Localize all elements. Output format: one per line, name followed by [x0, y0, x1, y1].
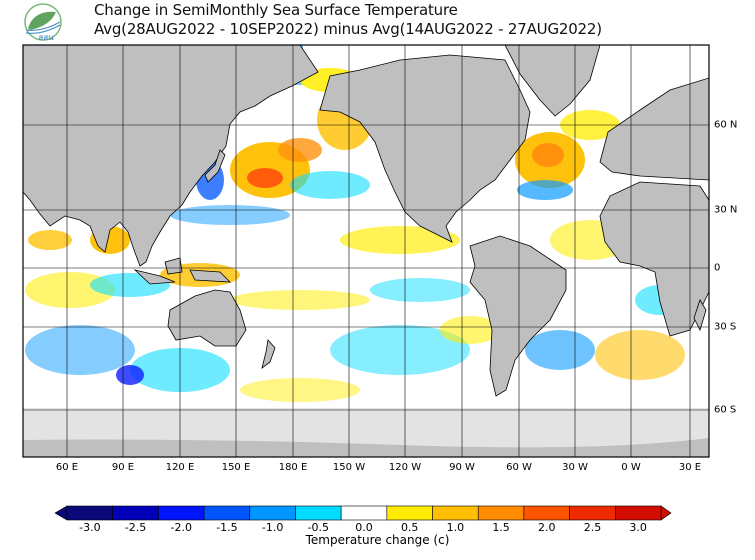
lat-label: 60 N	[714, 119, 738, 131]
colorbar-swatch	[386, 505, 433, 521]
colorbar-label: 1.5	[492, 521, 510, 534]
antarctica	[23, 438, 709, 457]
lon-label: 120 E	[165, 462, 195, 473]
colorbar-swatch	[615, 505, 662, 521]
colorbar-label: 3.0	[629, 521, 647, 534]
colorbar-label: 1.0	[446, 521, 465, 534]
lon-label: 0 W	[621, 462, 641, 473]
africa	[599, 181, 709, 337]
graticule	[23, 45, 709, 457]
colorbar-swatch	[477, 505, 525, 521]
logo-text: สสน	[38, 33, 54, 42]
lon-label: 90 E	[111, 462, 135, 473]
colorbar-swatch	[523, 505, 570, 521]
colorbar-min-arrow	[54, 505, 68, 521]
colorbar-label: -1.5	[216, 521, 238, 534]
colorbar-label: -3.0	[79, 521, 101, 534]
lon-label: 30 W	[562, 462, 588, 473]
lon-label: 150 W	[332, 462, 366, 473]
colorbar-title: Temperature change (c)	[305, 533, 450, 547]
lat-label: 30 S	[714, 321, 737, 333]
lon-label: 150 E	[221, 462, 251, 473]
colorbar-swatch	[112, 505, 159, 521]
colorbar-swatch	[569, 505, 616, 521]
lon-label: 120 W	[388, 462, 422, 473]
eurasia	[23, 45, 319, 267]
land	[23, 45, 709, 397]
lon-label: 60 E	[55, 462, 79, 473]
colorbar-swatch	[249, 505, 296, 521]
lon-label: 60 W	[506, 462, 532, 473]
map-frame	[22, 44, 710, 458]
colorbar-label: 2.0	[538, 521, 556, 534]
colorbar-swatch	[432, 505, 479, 521]
south-america	[469, 235, 567, 397]
colorbar-label: 0.5	[400, 521, 419, 534]
europe	[599, 77, 709, 181]
colorbar-swatch	[158, 505, 205, 521]
lon-label: 30 E	[678, 462, 702, 473]
map-title: Change in SemiMonthly Sea Surface Temper…	[94, 1, 458, 19]
indonesia	[133, 257, 232, 285]
colorbar-label: -2.0	[170, 521, 192, 534]
colorbar-max-arrow	[660, 505, 672, 521]
colorbar-label: -0.5	[307, 521, 330, 534]
lat-label: 0	[714, 262, 721, 274]
colorbar-label: -1.0	[261, 521, 284, 534]
japan	[204, 149, 226, 183]
colorbar-swatch	[340, 505, 388, 521]
lon-label: 180 E	[278, 462, 308, 473]
lon-label: 90 W	[449, 462, 475, 473]
colorbar-swatch	[203, 505, 251, 521]
map-subtitle: Avg(28AUG2022 - 10SEP2022) minus Avg(14A…	[94, 20, 602, 38]
madagascar	[693, 299, 707, 332]
logo: สสน	[24, 3, 62, 42]
colorbar-label: -2.5	[124, 521, 147, 534]
colorbar-label: 2.5	[583, 521, 602, 534]
colorbar-label: 0.0	[355, 521, 373, 534]
sst-change-map	[22, 44, 710, 458]
lat-label: 60 S	[714, 404, 737, 416]
colorbar-swatch	[66, 505, 113, 521]
greenland	[504, 45, 601, 117]
australia	[167, 289, 247, 347]
new-zealand	[261, 339, 276, 369]
lat-label: 30 N	[714, 204, 738, 216]
colorbar-swatch	[295, 505, 342, 521]
north-america	[319, 54, 531, 243]
